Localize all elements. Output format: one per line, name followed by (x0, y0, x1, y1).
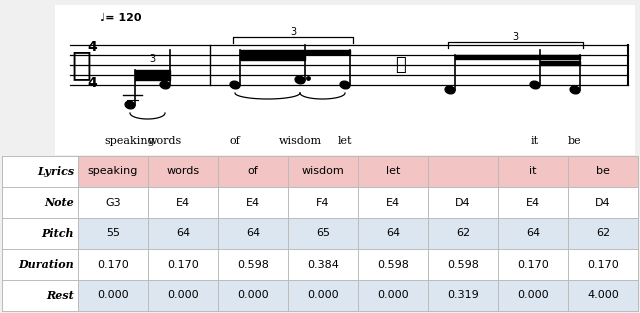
Ellipse shape (530, 81, 540, 89)
Bar (240, 56, 305, 60)
Text: D4: D4 (595, 198, 611, 208)
Text: D4: D4 (455, 198, 471, 208)
Text: 0.598: 0.598 (377, 259, 409, 269)
Text: 62: 62 (456, 228, 470, 239)
Bar (2, 280, 78, 311)
Text: E4: E4 (176, 198, 190, 208)
Text: wisdom: wisdom (301, 167, 344, 177)
Text: 64: 64 (386, 228, 400, 239)
Bar (455, 55, 580, 59)
Text: speaking: speaking (88, 167, 138, 177)
Bar (78, 156, 638, 187)
Bar (2, 156, 78, 187)
Bar (2, 187, 78, 218)
Text: 64: 64 (526, 228, 540, 239)
Text: 0.000: 0.000 (167, 290, 199, 300)
Text: 4: 4 (87, 76, 97, 90)
Bar (135, 76, 170, 80)
Text: Rest: Rest (46, 290, 74, 301)
Text: 64: 64 (246, 228, 260, 239)
Text: 0.319: 0.319 (447, 290, 479, 300)
Bar (2, 218, 78, 249)
Text: wisdom: wisdom (278, 136, 321, 146)
Text: be: be (596, 167, 610, 177)
Text: 64: 64 (176, 228, 190, 239)
Bar (78, 187, 638, 218)
Text: F4: F4 (316, 198, 330, 208)
Text: 65: 65 (316, 228, 330, 239)
Text: 0.170: 0.170 (167, 259, 199, 269)
Text: words: words (148, 136, 182, 146)
Text: 0.170: 0.170 (587, 259, 619, 269)
Ellipse shape (570, 86, 580, 94)
Text: E4: E4 (246, 198, 260, 208)
Text: 𝄞: 𝄞 (71, 49, 91, 81)
Text: be: be (568, 136, 582, 146)
Text: 4.000: 4.000 (587, 290, 619, 300)
Text: 0.000: 0.000 (307, 290, 339, 300)
Text: 0.170: 0.170 (97, 259, 129, 269)
Bar (240, 50, 350, 54)
Ellipse shape (125, 101, 135, 109)
Bar (135, 70, 170, 74)
Text: 3: 3 (149, 54, 156, 64)
Text: Note: Note (44, 197, 74, 208)
Bar (540, 61, 580, 65)
Text: Duration: Duration (19, 259, 74, 270)
Text: 62: 62 (596, 228, 610, 239)
Text: it: it (531, 136, 539, 146)
Text: 0.000: 0.000 (377, 290, 409, 300)
Text: 0.170: 0.170 (517, 259, 549, 269)
Text: 4: 4 (87, 40, 97, 54)
Bar (2, 249, 78, 280)
Text: 0.000: 0.000 (237, 290, 269, 300)
Text: Lyrics: Lyrics (37, 166, 74, 177)
Text: let: let (386, 167, 400, 177)
Text: 0.384: 0.384 (307, 259, 339, 269)
Text: of: of (230, 136, 241, 146)
Text: 0.000: 0.000 (97, 290, 129, 300)
Text: 0.000: 0.000 (517, 290, 549, 300)
Ellipse shape (445, 86, 455, 94)
Text: of: of (248, 167, 259, 177)
Text: let: let (338, 136, 352, 146)
Text: 55: 55 (106, 228, 120, 239)
Text: words: words (166, 167, 200, 177)
Bar (78, 218, 638, 249)
Ellipse shape (230, 81, 240, 89)
Bar (78, 280, 638, 311)
Text: speaking: speaking (105, 136, 156, 146)
Text: G3: G3 (105, 198, 121, 208)
Text: Pitch: Pitch (42, 228, 74, 239)
Ellipse shape (340, 81, 350, 89)
Text: 0.598: 0.598 (447, 259, 479, 269)
Ellipse shape (295, 76, 305, 84)
Text: 3: 3 (513, 32, 518, 42)
Bar (78, 249, 638, 280)
Text: ♩= 120: ♩= 120 (100, 13, 141, 23)
Bar (55, 5, 635, 155)
Text: 0.598: 0.598 (237, 259, 269, 269)
Text: 3: 3 (290, 27, 296, 37)
Text: 𝄼: 𝄼 (395, 56, 405, 74)
Text: E4: E4 (526, 198, 540, 208)
Text: it: it (529, 167, 537, 177)
Ellipse shape (160, 81, 170, 89)
Text: E4: E4 (386, 198, 400, 208)
